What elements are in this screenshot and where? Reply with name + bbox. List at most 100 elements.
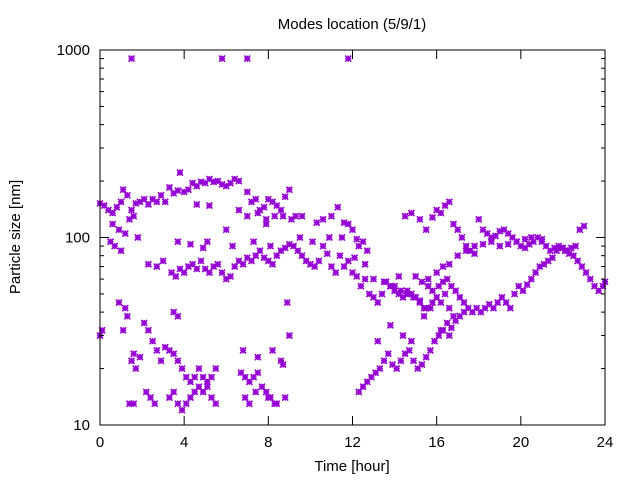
data-point [146,394,155,402]
data-point [355,388,363,396]
data-point [456,312,464,320]
data-point [599,282,607,290]
data-point [515,282,523,290]
data-point [207,373,216,381]
data-point [401,350,409,358]
data-point [437,298,445,307]
data-point [403,287,411,295]
data-point [205,175,213,183]
data-point [283,298,291,307]
data-point [393,364,401,373]
data-point [487,238,495,246]
data-point [391,287,399,295]
data-point [254,353,262,361]
data-point [443,275,451,283]
data-point [161,343,169,351]
data-point [386,282,394,290]
data-point [340,219,348,227]
x-tick-label: 4 [180,434,188,451]
data-point [428,298,437,307]
data-point [186,240,195,248]
data-point [496,242,504,250]
data-point [536,262,544,271]
data-point [388,361,397,369]
y-tick-label: 10 [73,417,90,434]
data-point [433,206,441,214]
data-point [184,262,192,271]
data-point [153,346,161,354]
data-point [494,298,502,307]
x-tick-label: 24 [597,434,614,451]
data-point [500,226,508,234]
data-point [218,269,226,277]
data-point [315,257,323,265]
data-point [231,262,239,271]
data-point [235,206,243,214]
data-point [401,212,409,220]
data-point [189,260,197,268]
data-point [182,373,190,381]
data-point [266,242,275,250]
data-point [247,257,256,265]
data-point [348,226,357,234]
data-point [567,244,575,252]
data-point [449,220,458,228]
data-point [422,226,430,234]
data-point [245,400,253,408]
data-point [214,177,222,185]
data-point [563,247,571,255]
data-point [433,269,441,277]
data-point [277,247,285,255]
data-point [487,233,495,242]
axis-tick-labels: 0 4 8 12 16 20 24 10 100 1000 [57,42,614,451]
data-point [109,220,117,228]
data-point [241,373,249,381]
data-point [203,383,211,391]
data-point [380,357,388,365]
data-point [527,275,535,283]
data-point [290,242,298,250]
data-point [477,308,485,316]
data-point [397,287,405,295]
data-point [250,238,258,246]
data-point [445,304,453,312]
data-point [115,226,123,234]
data-point [144,260,152,268]
data-point [140,195,148,203]
data-point [399,331,407,340]
data-point [239,346,247,354]
data-point [426,346,434,354]
data-point [113,203,121,211]
data-point [260,203,268,211]
data-point [580,222,588,230]
data-point [416,215,424,223]
data-point [117,198,125,206]
data-point [430,337,439,345]
data-point [170,308,178,316]
data-point [367,373,376,381]
data-point [441,202,449,210]
data-point [418,278,426,286]
data-point [243,188,251,196]
data-point [464,304,472,312]
data-point [254,209,262,217]
data-point [369,293,378,301]
data-point [281,394,289,402]
data-point [443,319,451,327]
data-point [332,269,340,277]
data-point [414,364,422,373]
x-tick-label: 8 [264,434,272,451]
data-point [98,326,106,334]
data-point [298,252,306,260]
data-point [271,212,279,220]
data-point [479,226,487,234]
data-point [485,300,493,308]
data-point [517,242,525,250]
data-point [452,317,460,325]
data-point [361,260,369,268]
data-point [176,168,184,177]
data-point [348,269,357,277]
data-point [167,269,176,277]
data-point [205,202,213,210]
